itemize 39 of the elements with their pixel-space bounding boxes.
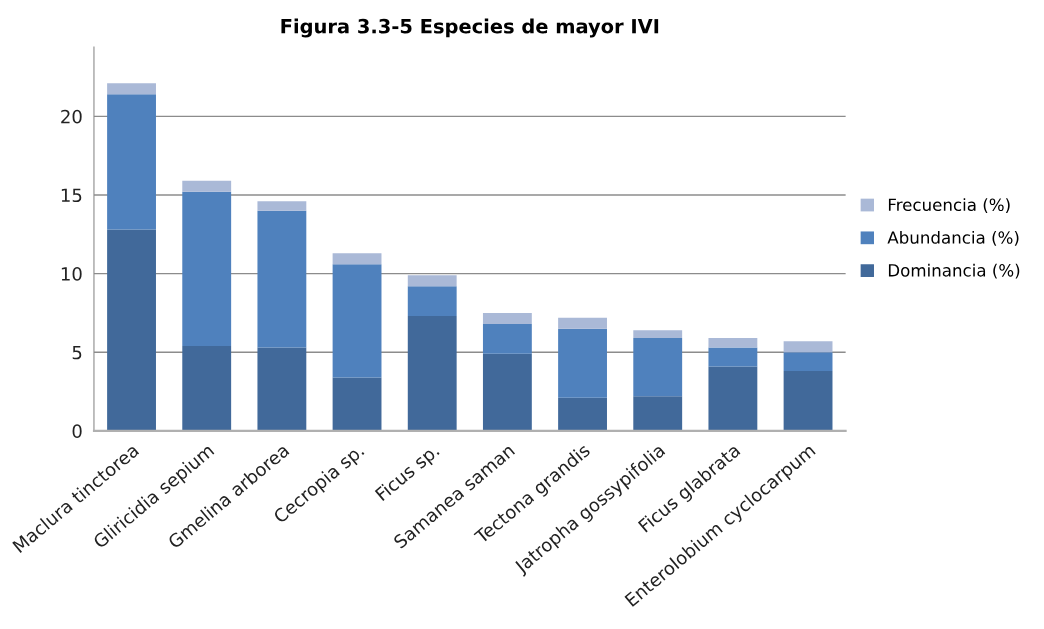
y-tick-label: 20	[61, 109, 82, 124]
legend-label: Frecuencia (%)	[888, 198, 1010, 214]
bar	[332, 253, 382, 265]
bar	[558, 397, 607, 431]
bar	[708, 366, 758, 431]
bar	[332, 377, 382, 431]
bar	[107, 83, 156, 95]
bar	[107, 94, 156, 230]
bar	[633, 396, 683, 431]
bar	[708, 338, 758, 348]
bar	[182, 191, 232, 346]
bar	[482, 312, 532, 324]
bar	[182, 345, 232, 431]
bar	[257, 201, 307, 211]
bar	[783, 352, 833, 372]
bar	[257, 347, 307, 431]
bar	[407, 275, 457, 287]
y-tick-label: 0	[72, 424, 82, 438]
bar	[257, 210, 307, 348]
bar	[558, 317, 607, 329]
bar	[407, 316, 457, 431]
bar	[182, 180, 232, 192]
chart-title: Figura 3.3-5 Especies de mayor IVI	[281, 18, 659, 38]
bar	[482, 353, 532, 431]
bar	[633, 330, 683, 339]
bar	[107, 229, 156, 431]
y-tick-label: 10	[61, 267, 82, 281]
bar	[633, 338, 683, 397]
legend-label: Dominancia (%)	[888, 263, 1020, 279]
legend-label: Abundancia (%)	[887, 230, 1019, 246]
y-tick-label: 5	[72, 345, 82, 360]
bar	[558, 328, 607, 398]
bar	[332, 264, 382, 378]
bar	[783, 371, 833, 431]
bar	[708, 347, 758, 367]
bar	[783, 341, 833, 353]
bar	[407, 286, 457, 317]
bar	[482, 323, 532, 354]
y-tick-label: 15	[61, 188, 82, 203]
